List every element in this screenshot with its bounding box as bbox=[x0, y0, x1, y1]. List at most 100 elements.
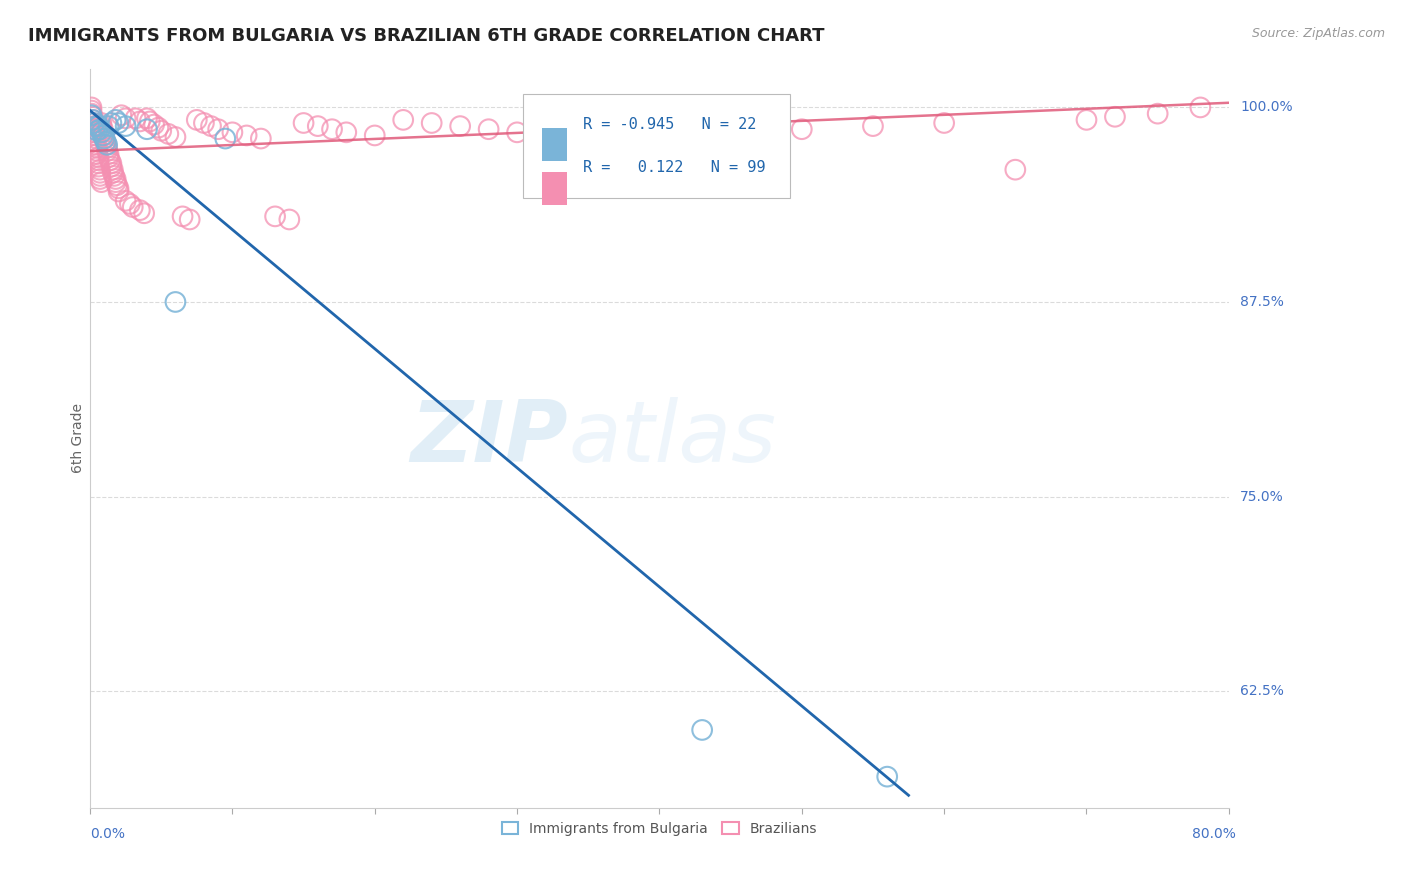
Point bbox=[620, 147, 643, 161]
Point bbox=[148, 120, 170, 135]
FancyBboxPatch shape bbox=[543, 172, 567, 205]
Point bbox=[278, 212, 301, 227]
Point bbox=[80, 100, 103, 114]
Text: R = -0.945   N = 22: R = -0.945 N = 22 bbox=[583, 118, 756, 133]
Point bbox=[91, 128, 114, 143]
Point bbox=[136, 112, 159, 126]
Point bbox=[114, 194, 136, 208]
Point bbox=[100, 116, 122, 130]
Point bbox=[86, 124, 108, 138]
Point bbox=[1104, 110, 1126, 124]
Point bbox=[128, 114, 150, 128]
Point bbox=[86, 144, 108, 158]
Point bbox=[118, 197, 141, 211]
Point bbox=[172, 210, 194, 224]
Point bbox=[1004, 162, 1026, 177]
Text: 100.0%: 100.0% bbox=[1240, 101, 1292, 114]
Point bbox=[207, 122, 229, 136]
Point bbox=[87, 153, 110, 168]
Point bbox=[307, 119, 329, 133]
Point bbox=[96, 137, 118, 152]
Point bbox=[86, 141, 108, 155]
Point bbox=[93, 131, 115, 145]
Point bbox=[90, 116, 112, 130]
Point bbox=[97, 150, 120, 164]
Point bbox=[1076, 112, 1098, 127]
Point bbox=[214, 131, 236, 145]
Point bbox=[89, 122, 111, 136]
Point bbox=[592, 119, 614, 133]
Point bbox=[104, 175, 127, 189]
Text: ZIP: ZIP bbox=[411, 397, 568, 480]
Point bbox=[96, 141, 118, 155]
Point bbox=[83, 116, 105, 130]
Point bbox=[107, 185, 129, 199]
Text: 62.5%: 62.5% bbox=[1240, 684, 1284, 698]
Point bbox=[292, 116, 315, 130]
Text: 87.5%: 87.5% bbox=[1240, 295, 1284, 309]
Text: atlas: atlas bbox=[568, 397, 776, 480]
Point bbox=[101, 166, 124, 180]
Point bbox=[264, 210, 287, 224]
Point bbox=[93, 131, 115, 145]
Point bbox=[83, 119, 105, 133]
Point bbox=[91, 122, 114, 136]
Point bbox=[82, 112, 104, 127]
Point bbox=[83, 122, 105, 136]
Point bbox=[165, 295, 187, 310]
Point bbox=[100, 160, 122, 174]
Point bbox=[94, 135, 117, 149]
Point bbox=[934, 116, 956, 130]
Point bbox=[114, 119, 136, 133]
Point bbox=[124, 112, 146, 126]
Point bbox=[97, 147, 120, 161]
Text: 75.0%: 75.0% bbox=[1240, 490, 1284, 503]
Point bbox=[449, 119, 471, 133]
Point bbox=[392, 112, 415, 127]
Point bbox=[91, 125, 114, 139]
Point bbox=[98, 153, 121, 168]
Point bbox=[321, 122, 343, 136]
Point bbox=[690, 723, 713, 737]
Point bbox=[104, 172, 127, 186]
Point bbox=[157, 127, 180, 141]
Point bbox=[87, 156, 110, 170]
Text: Source: ZipAtlas.com: Source: ZipAtlas.com bbox=[1251, 27, 1385, 40]
Point bbox=[89, 172, 111, 186]
Point bbox=[150, 124, 173, 138]
Point bbox=[80, 106, 103, 120]
Point bbox=[97, 119, 120, 133]
Point bbox=[86, 147, 108, 161]
Point bbox=[143, 118, 166, 132]
Point bbox=[186, 112, 208, 127]
Point bbox=[790, 122, 813, 136]
Point bbox=[179, 212, 201, 227]
Point bbox=[94, 137, 117, 152]
Text: 80.0%: 80.0% bbox=[1192, 827, 1236, 841]
Point bbox=[83, 125, 105, 139]
Point bbox=[165, 130, 187, 145]
Point bbox=[114, 112, 136, 126]
Point bbox=[83, 128, 105, 143]
Point bbox=[82, 110, 104, 124]
Text: IMMIGRANTS FROM BULGARIA VS BRAZILIAN 6TH GRADE CORRELATION CHART: IMMIGRANTS FROM BULGARIA VS BRAZILIAN 6T… bbox=[28, 27, 825, 45]
Point bbox=[720, 119, 742, 133]
Point bbox=[139, 114, 162, 128]
Point bbox=[364, 128, 387, 143]
Point bbox=[128, 203, 150, 218]
Point bbox=[82, 112, 104, 127]
Point bbox=[100, 156, 122, 170]
Point bbox=[104, 112, 127, 127]
Point bbox=[221, 125, 243, 139]
Point bbox=[103, 169, 125, 183]
FancyBboxPatch shape bbox=[523, 95, 790, 198]
Point bbox=[84, 137, 107, 152]
Point bbox=[87, 150, 110, 164]
Point bbox=[862, 119, 884, 133]
Point bbox=[335, 125, 357, 139]
Text: R =   0.122   N = 99: R = 0.122 N = 99 bbox=[583, 160, 766, 175]
Point bbox=[94, 135, 117, 149]
Point bbox=[84, 131, 107, 145]
Point bbox=[90, 175, 112, 189]
FancyBboxPatch shape bbox=[543, 128, 567, 161]
